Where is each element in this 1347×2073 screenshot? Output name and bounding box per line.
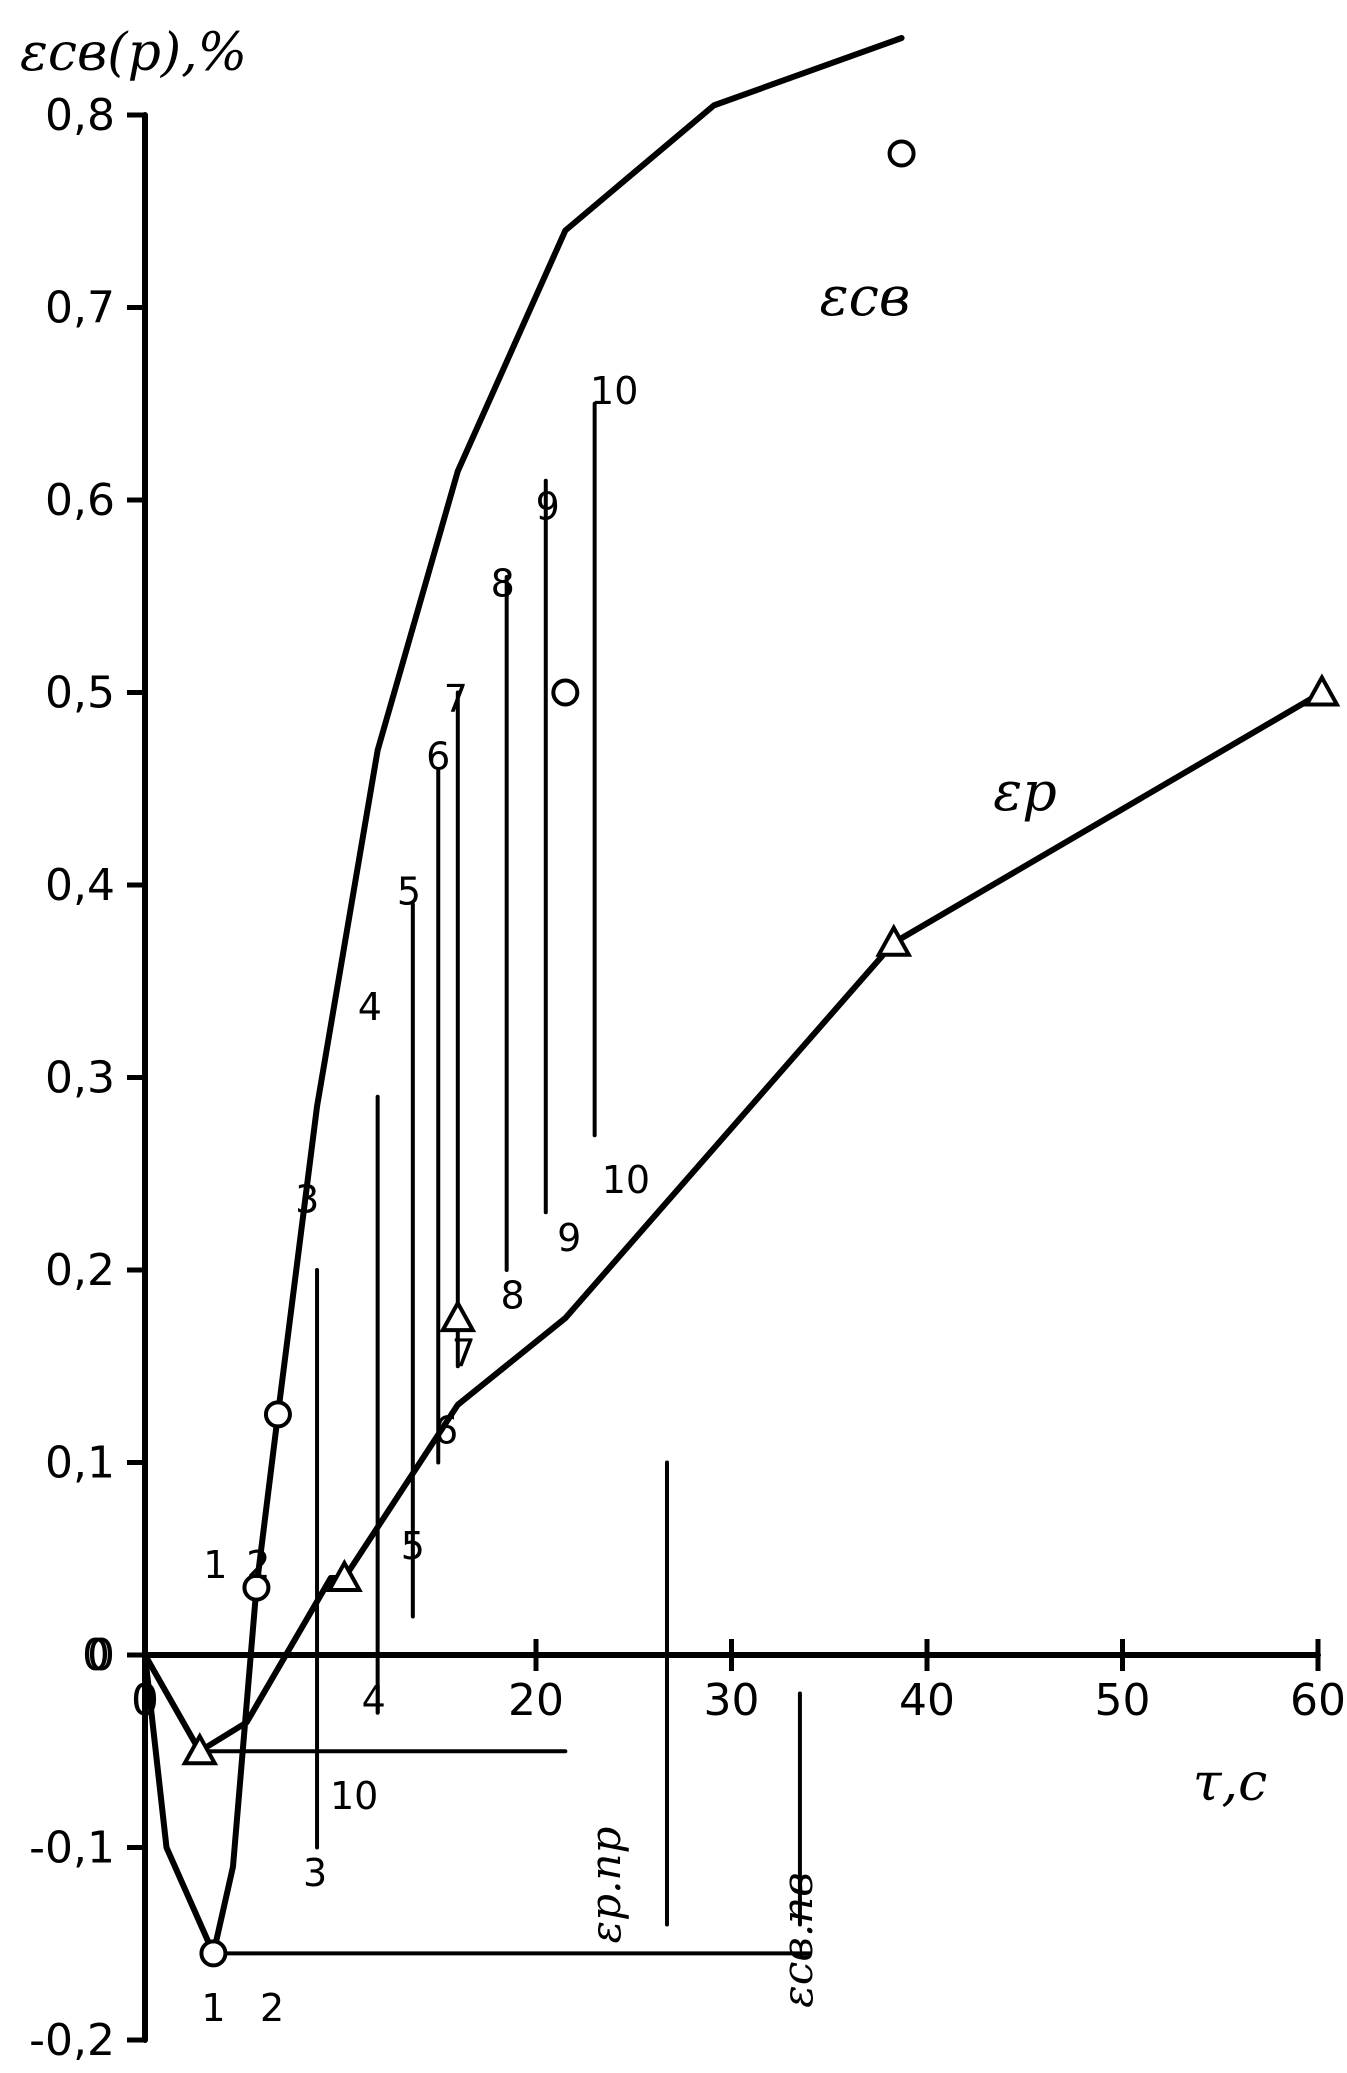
y-tick-label: 0,3 [45,1053,115,1104]
vertical-number-bottom: 5 [401,1524,425,1568]
vertical-number-bottom: 6 [434,1408,458,1452]
ecb-series-label: εсв [820,265,911,328]
ecb-vertical-label: εсв.пв [773,1872,822,2007]
bottom-number-1: 1 [201,1986,225,2030]
triangle-marker [875,923,913,957]
circle-marker [263,1400,292,1429]
y-tick-label: -0,1 [29,1823,115,1874]
y-tick-label: -0,2 [29,2015,115,2066]
x-tick-label: 50 [1095,1675,1151,1726]
vertical-number-top: 10 [590,369,638,413]
vertical-number-top: 5 [397,869,421,913]
x-tick-label: 0 [131,1675,159,1726]
vertical-number-bottom: 9 [557,1216,581,1260]
triangle-marker [439,1299,477,1333]
zero-label: 0 [82,1630,110,1681]
x-axis-label: τ,c [1193,1753,1267,1813]
y-tick-label: 0 [87,1630,115,1681]
vertical-number-bottom: 10 [602,1158,650,1202]
chart-labels: 0,80,70,60,50,40,30,20,10-0,1-0,20 20 30 40… [20,23,1346,2066]
circle-marker [199,1939,228,1968]
vertical-number-top: 4 [358,985,382,1029]
y-axis-label: εсв(р),% [20,23,247,83]
ep-series-label: εр [993,760,1057,823]
ecb-line [142,35,905,1957]
triangle-marker [1303,673,1341,707]
y-tick-label: 0,8 [45,90,115,141]
circle-marker [551,678,580,707]
vertical-number-bottom: 4 [362,1678,386,1722]
vertical-number-bottom: 8 [500,1274,524,1318]
markers [181,139,1341,1968]
triangle-marker [181,1732,219,1766]
vertical-number-top: 6 [426,735,450,779]
left-number-2: 2 [246,1543,270,1587]
vertical-number-top: 9 [536,484,560,528]
mid-number: 10 [330,1774,378,1818]
y-tick-label: 0,2 [45,1245,115,1296]
x-tick-label: 40 [899,1675,955,1726]
x-tick-label: 30 [704,1675,760,1726]
vertical-number-bottom: 3 [303,1851,327,1895]
circle-marker [887,139,916,168]
bottom-number-2: 2 [260,1986,284,2030]
triangle-marker [326,1558,363,1592]
y-tick-label: 0,1 [45,1438,115,1489]
vertical-number-top: 7 [444,677,468,721]
series-lines [142,35,1325,1957]
vertical-number-top: 8 [491,561,515,605]
y-tick-label: 0,6 [45,475,115,526]
vertical-number-top: 3 [295,1177,319,1221]
x-tick-label: 60 [1290,1675,1346,1726]
ep-vertical-label: εр.пр [581,1827,630,1944]
x-tick-label: 20 [508,1675,564,1726]
y-tick-label: 0,5 [45,668,115,719]
ep-line [142,689,1325,1755]
vertical-number-bottom: 7 [452,1331,476,1375]
y-tick-label: 0,7 [45,283,115,334]
y-tick-label: 0,4 [45,860,115,911]
circle-marker [242,1573,271,1602]
left-number-1: 1 [203,1543,227,1587]
